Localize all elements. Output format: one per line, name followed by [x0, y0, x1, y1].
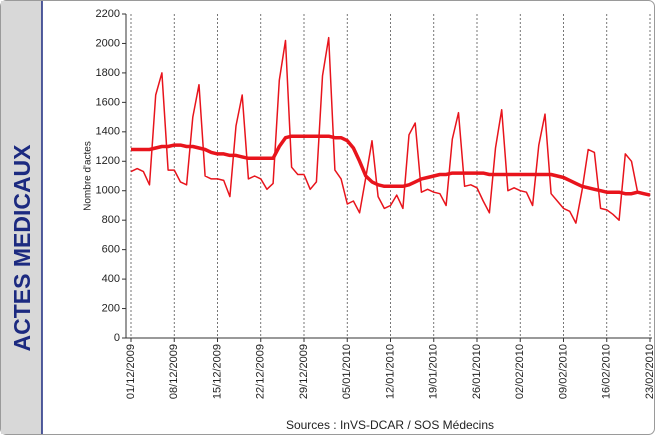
x-tick-label: 01/12/2009: [125, 344, 137, 399]
y-tick-label: 800: [102, 214, 120, 226]
x-tick-label: 26/01/2010: [471, 344, 483, 399]
y-tick-label: 600: [102, 244, 120, 256]
y-tick-label: 1000: [96, 185, 120, 197]
y-tick-label: 200: [102, 302, 120, 314]
y-tick-label: 1800: [96, 67, 120, 79]
x-tick-label: 12/01/2010: [384, 344, 396, 399]
x-tick-label: 02/02/2010: [514, 344, 526, 399]
source: Sources : InVS-DCAR / SOS Médecins: [286, 418, 494, 432]
x-tick-label: 08/12/2009: [168, 344, 180, 399]
x-tick-label: 15/12/2009: [211, 344, 223, 399]
y-tick-label: 2000: [96, 37, 120, 49]
x-tick-label: 16/02/2010: [601, 344, 613, 399]
x-tick-label: 29/12/2009: [298, 344, 310, 399]
y-tick-label: 1600: [96, 96, 120, 108]
x-tick-label: 05/01/2010: [341, 344, 353, 399]
panel-label: ACTES MEDICAUX: [9, 144, 35, 352]
y-tick-label: 0: [114, 332, 120, 344]
y-tick-label: 1200: [96, 155, 120, 167]
series-line: [130, 36, 651, 224]
y-axis-label: Nombre d'actes: [83, 141, 94, 211]
x-tick-label: 19/01/2010: [428, 344, 440, 399]
side-panel: [1, 1, 42, 434]
y-tick-label: 1400: [96, 126, 120, 138]
y-tick-label: 2200: [96, 8, 120, 20]
y-tick-label: 400: [102, 273, 120, 285]
series-line: [131, 134, 651, 197]
x-tick-label: 22/12/2009: [255, 344, 267, 399]
x-tick-label: 09/02/2010: [557, 344, 569, 399]
x-tick-label: 23/02/2010: [644, 344, 655, 399]
